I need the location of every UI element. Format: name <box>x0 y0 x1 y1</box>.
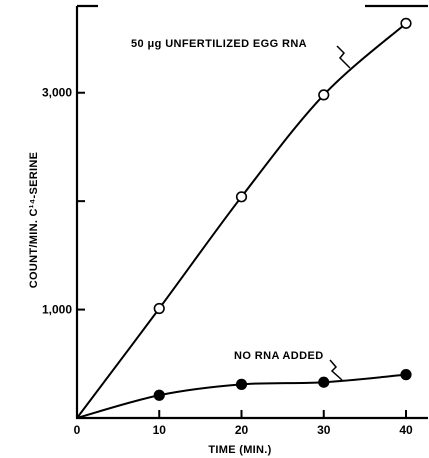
ticks: 0 10 20 30 40 1,000 3,000 <box>42 86 413 437</box>
y-axis-label: COUNT/MIN. C¹⁴-SERINE <box>28 152 40 288</box>
x-tick-label: 40 <box>399 423 413 437</box>
annotation-unfertilized-egg-rna: 50 μg UNFERTILIZED EGG RNA <box>131 38 307 50</box>
open-circle-point <box>153 302 165 315</box>
y-tick-label: 1,000 <box>42 303 72 317</box>
annotation-leader-0 <box>336 45 351 69</box>
x-tick-label: 30 <box>317 423 331 437</box>
x-tick-label: 0 <box>74 423 81 437</box>
x-axis-label: TIME (MIN.) <box>208 444 271 456</box>
x-tick-label: 10 <box>153 423 167 437</box>
annotation-no-rna-added: NO RNA ADDED <box>234 350 324 362</box>
filled-circle-point <box>153 389 165 401</box>
y-tick-label: 3,000 <box>42 86 72 100</box>
filled-circle-point <box>318 376 330 388</box>
annotation-leader-1 <box>329 359 343 381</box>
open-circle-point <box>235 191 248 203</box>
open-circle-point <box>400 17 412 29</box>
filled-circle-point <box>400 369 412 381</box>
data-markers <box>153 17 412 401</box>
open-circle-point <box>318 89 330 101</box>
filled-circle-point <box>235 378 248 390</box>
x-tick-label: 20 <box>235 423 249 437</box>
